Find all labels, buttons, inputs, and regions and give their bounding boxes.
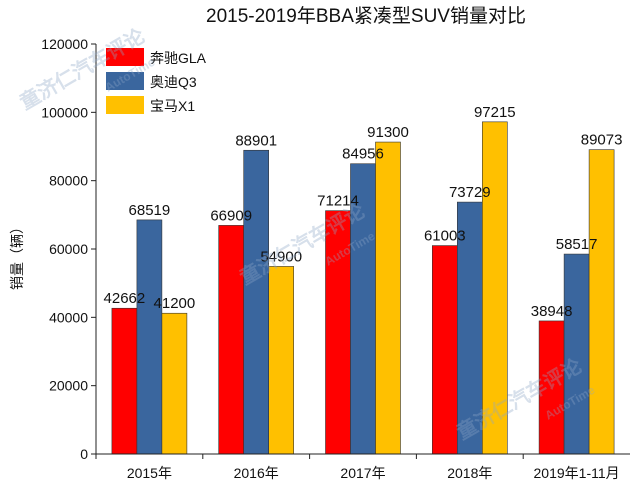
bar xyxy=(563,253,590,455)
legend-label-x1: 宝马X1 xyxy=(150,98,195,114)
x-tick-label: 2016年 xyxy=(234,465,279,481)
x-tick-label: 2017年 xyxy=(340,465,385,481)
y-axis-label: 销量（辆） xyxy=(9,220,25,290)
watermark: 童济仁汽车评论 AutoTime 童济仁汽车评论 AutoTime 童济仁汽车评… xyxy=(16,23,598,444)
data-label: 68519 xyxy=(129,202,171,219)
bar xyxy=(456,201,483,455)
bar xyxy=(243,149,269,455)
x-tick-label: 2015年 xyxy=(127,465,172,481)
legend: 奔驰GLA 奥迪Q3 宝马X1 xyxy=(106,48,207,114)
data-label: 66909 xyxy=(210,207,252,224)
bar xyxy=(431,245,458,455)
bars xyxy=(111,121,615,455)
data-label: 38948 xyxy=(531,303,573,320)
x-tick-label: 2018年 xyxy=(447,465,492,481)
legend-swatch-q3 xyxy=(106,72,144,90)
data-label: 91300 xyxy=(367,124,409,141)
data-label: 97215 xyxy=(474,104,516,121)
data-label: 41200 xyxy=(154,295,196,312)
bar xyxy=(350,163,376,455)
bar xyxy=(481,121,508,455)
chart-title: 2015-2019年BBA紧凑型SUV销量对比 xyxy=(206,5,526,27)
x-axis: 2015年 2016年 2017年 2018年 2019年1-11月 xyxy=(95,454,620,481)
y-tick-label: 60000 xyxy=(49,241,88,257)
legend-label-q3: 奥迪Q3 xyxy=(150,74,197,90)
data-label: 71214 xyxy=(317,193,359,210)
legend-label-gla: 奔驰GLA xyxy=(150,50,207,66)
legend-swatch-gla xyxy=(106,48,144,66)
y-tick-label: 120000 xyxy=(41,36,88,52)
bar xyxy=(111,307,138,455)
data-label: 54900 xyxy=(260,248,302,265)
data-label: 88901 xyxy=(235,132,277,149)
bar xyxy=(588,149,615,455)
bar xyxy=(538,320,565,455)
bar xyxy=(136,219,163,455)
bar xyxy=(268,266,295,455)
data-label: 42662 xyxy=(104,290,146,307)
data-label: 89073 xyxy=(581,132,623,149)
data-label: 73729 xyxy=(449,184,491,201)
x-tick-label: 2019年1-11月 xyxy=(534,465,620,481)
legend-swatch-x1 xyxy=(106,96,144,114)
y-tick-label: 80000 xyxy=(49,173,88,189)
y-tick-label: 40000 xyxy=(49,309,88,325)
bar xyxy=(161,312,188,455)
bar xyxy=(218,225,244,455)
y-tick-label: 100000 xyxy=(41,104,88,120)
bar xyxy=(375,141,401,455)
bar xyxy=(325,210,351,455)
data-label: 84956 xyxy=(342,146,384,163)
data-label: 58517 xyxy=(556,236,598,253)
y-tick-label: 0 xyxy=(80,446,88,462)
data-label: 61003 xyxy=(424,228,466,245)
y-tick-label: 20000 xyxy=(49,378,88,394)
data-labels: 42662 68519 41200 66909 88901 54900 71214 84956… xyxy=(104,104,623,320)
y-axis: 0 20000 40000 60000 80000 100000 120000 xyxy=(41,36,96,462)
